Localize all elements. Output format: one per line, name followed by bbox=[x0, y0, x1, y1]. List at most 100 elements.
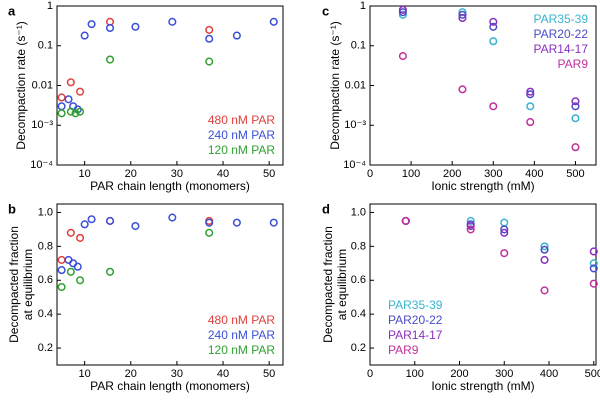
x-tick-label: 40 bbox=[217, 368, 229, 380]
legend-entry: PAR20-22 bbox=[534, 27, 589, 41]
y-tick-label: 0.4 bbox=[351, 308, 366, 320]
legend-entry: PAR14-17 bbox=[388, 328, 443, 342]
x-tick-label: 300 bbox=[484, 168, 502, 180]
y-tick-label: 0.8 bbox=[38, 240, 53, 252]
y-tick-label: 1.0 bbox=[38, 206, 53, 218]
legend-entry: 120 nM PAR bbox=[208, 143, 275, 157]
y-tick-label: 0.1 bbox=[351, 40, 366, 52]
data-point bbox=[458, 10, 467, 19]
data-point bbox=[500, 218, 509, 227]
data-point bbox=[500, 228, 509, 237]
y-tick-label: 0.6 bbox=[38, 274, 53, 286]
data-point bbox=[105, 23, 115, 33]
data-point bbox=[571, 114, 580, 123]
data-point bbox=[205, 57, 214, 66]
data-point bbox=[105, 267, 115, 276]
data-point bbox=[76, 107, 85, 116]
x-tick-label: 50 bbox=[263, 168, 275, 180]
x-tick-label: 200 bbox=[443, 168, 461, 180]
x-tick-label: 10 bbox=[79, 168, 91, 180]
y-axis-label: Decompacted fraction bbox=[321, 226, 335, 343]
data-point bbox=[57, 93, 66, 102]
data-point bbox=[57, 282, 66, 292]
plot-frame bbox=[369, 203, 597, 366]
legend-entry: PAR9 bbox=[558, 57, 589, 71]
data-point bbox=[526, 87, 535, 96]
data-point bbox=[232, 218, 241, 227]
data-point bbox=[87, 215, 96, 224]
y-tick-label: 1.0 bbox=[351, 206, 366, 218]
data-point bbox=[466, 216, 475, 225]
data-point bbox=[269, 218, 278, 227]
y-tick-label: 0.4 bbox=[38, 308, 53, 320]
data-point bbox=[232, 31, 241, 40]
data-point bbox=[398, 5, 407, 14]
data-point bbox=[76, 87, 85, 96]
data-point bbox=[64, 95, 73, 104]
data-point bbox=[489, 37, 498, 46]
y-tick-label: 1 bbox=[47, 0, 53, 12]
y-tick-label: 0.2 bbox=[351, 342, 366, 354]
x-tick-label: 20 bbox=[125, 168, 137, 180]
data-point bbox=[589, 279, 598, 288]
panel-label: c bbox=[322, 3, 329, 18]
y-tick-label: 0.1 bbox=[38, 40, 53, 52]
y-tick-label: 10⁻⁴ bbox=[30, 159, 53, 171]
legend-entry: PAR20-22 bbox=[388, 313, 443, 327]
x-axis-label: PAR chain length (monomers) bbox=[90, 179, 250, 193]
data-point bbox=[168, 213, 177, 222]
data-point bbox=[589, 247, 598, 256]
y-axis-label: Decompacted fraction bbox=[7, 226, 21, 343]
legend-entry: PAR35-39 bbox=[534, 12, 589, 26]
data-point bbox=[205, 228, 214, 237]
data-point bbox=[540, 286, 549, 295]
data-point bbox=[540, 242, 549, 251]
y-axis-label: Decompaction rate (s⁻¹) bbox=[14, 21, 28, 149]
data-point bbox=[458, 13, 467, 23]
x-tick-label: 200 bbox=[450, 368, 468, 380]
y-tick-label: 10⁻⁴ bbox=[343, 159, 366, 171]
data-point bbox=[489, 102, 498, 111]
data-point bbox=[80, 31, 89, 40]
data-point bbox=[205, 25, 214, 34]
x-tick-label: 100 bbox=[406, 368, 424, 380]
data-point bbox=[526, 102, 535, 111]
legend-entry: PAR35-39 bbox=[388, 298, 443, 312]
data-point bbox=[489, 17, 498, 26]
legend-entry: 240 nM PAR bbox=[208, 128, 275, 142]
x-tick-label: 500 bbox=[585, 368, 600, 380]
data-point bbox=[571, 102, 580, 111]
x-tick-label: 10 bbox=[79, 368, 91, 380]
data-point bbox=[105, 55, 115, 64]
y-tick-label: 0.2 bbox=[38, 342, 53, 354]
data-point bbox=[76, 233, 85, 242]
data-point bbox=[571, 143, 580, 152]
data-point bbox=[458, 8, 467, 17]
legend-entry: 480 nM PAR bbox=[208, 113, 275, 127]
data-point bbox=[168, 17, 177, 26]
y-tick-label: 0.01 bbox=[345, 79, 366, 91]
y-tick-label: 0.01 bbox=[32, 79, 53, 91]
data-point bbox=[466, 221, 475, 231]
data-point bbox=[489, 22, 498, 31]
panel-label: a bbox=[8, 3, 16, 18]
data-point bbox=[66, 107, 75, 116]
data-point bbox=[57, 255, 66, 264]
legend-entry: PAR14-17 bbox=[534, 42, 589, 56]
y-tick-label: 1 bbox=[360, 0, 366, 12]
data-point bbox=[526, 90, 535, 99]
plot-frame bbox=[56, 203, 284, 366]
data-point bbox=[205, 218, 214, 227]
data-point bbox=[589, 259, 598, 268]
y-tick-label: 0.8 bbox=[351, 240, 366, 252]
x-axis-label: PAR chain length (monomers) bbox=[90, 379, 250, 393]
data-point bbox=[131, 22, 140, 31]
x-axis-label: Ionic strength (mM) bbox=[431, 179, 534, 193]
y-tick-label: 10⁻³ bbox=[31, 119, 53, 131]
data-point bbox=[398, 10, 407, 19]
data-point bbox=[105, 216, 115, 225]
data-point bbox=[500, 249, 509, 258]
data-point bbox=[571, 97, 580, 106]
data-point bbox=[458, 85, 467, 94]
data-point bbox=[269, 17, 278, 26]
